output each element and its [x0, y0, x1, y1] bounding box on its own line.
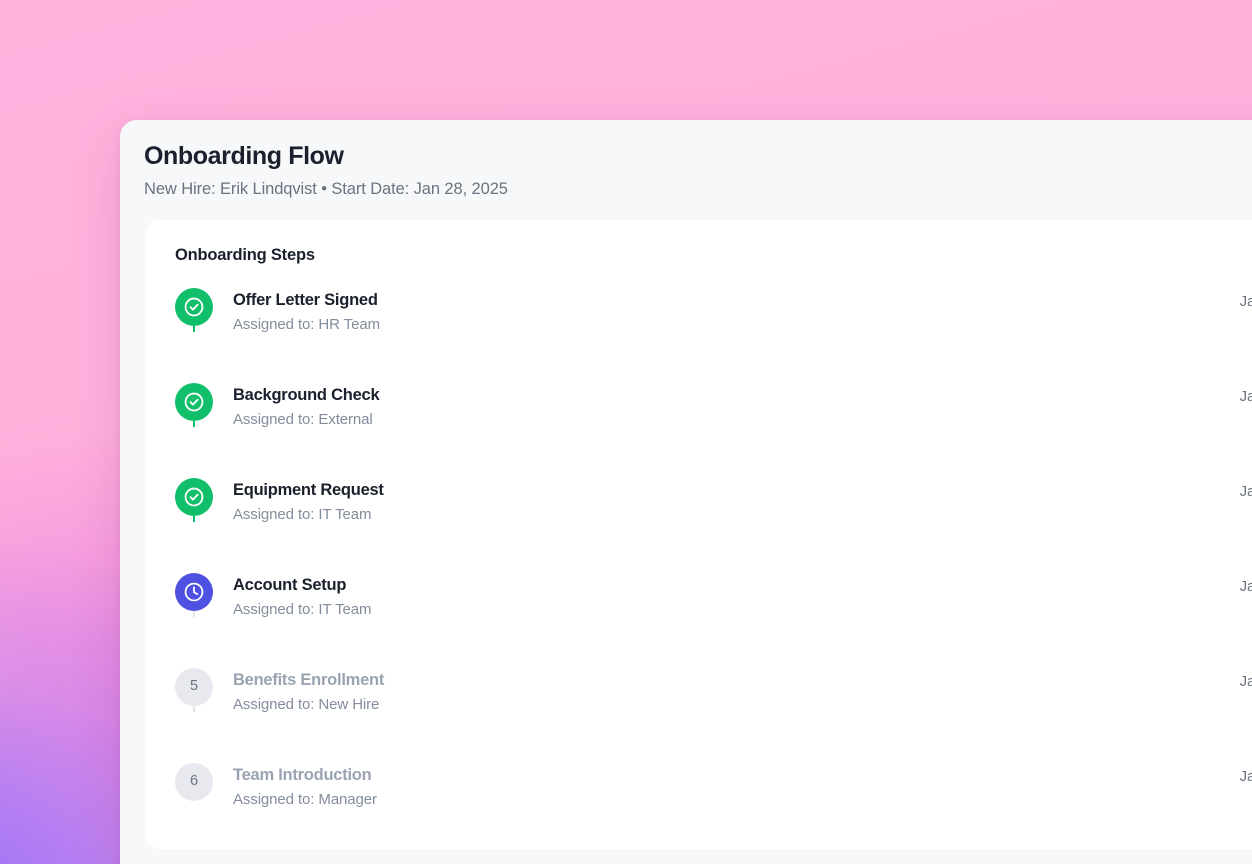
step-row[interactable]: 5 Benefits Enrollment Assigned to: New Hir… [175, 667, 1252, 763]
page-title: Onboarding Flow [144, 142, 344, 170]
step-title: Account Setup [233, 575, 347, 594]
step-assignee: Assigned to: External [233, 411, 373, 429]
step-assignee: Assigned to: Manager [233, 791, 377, 809]
onboarding-card: Onboarding Flow New Hire: Erik Lindqvist… [120, 120, 1252, 864]
step-connector-line [193, 705, 195, 712]
step-marker-column: 5 [175, 667, 213, 712]
step-body: Account Setup Assigned to: IT Team [213, 573, 1240, 620]
step-assignee: Assigned to: IT Team [233, 506, 372, 524]
step-number: 5 [189, 678, 199, 695]
step-title: Background Check [233, 385, 380, 404]
step-body: Team Introduction Assigned to: Manager [213, 763, 1240, 810]
step-marker-column [175, 382, 213, 427]
step-body: Background Check Assigned to: External [213, 383, 1240, 430]
step-title: Equipment Request [233, 480, 384, 499]
step-status-complete[interactable] [175, 477, 213, 516]
step-status-complete[interactable] [175, 382, 213, 421]
step-body: Benefits Enrollment Assigned to: New Hire [213, 668, 1240, 715]
check-circle-icon [183, 486, 205, 508]
step-assignee: Assigned to: HR Team [233, 316, 380, 334]
step-date: Jan 20 [1239, 482, 1252, 500]
step-number: 6 [189, 773, 199, 790]
step-marker-column [175, 287, 213, 332]
step-date: Jan 28 [1239, 767, 1252, 785]
step-date: Jan 18 [1239, 387, 1252, 405]
steps-list: Offer Letter Signed Assigned to: HR Team J… [175, 287, 1252, 823]
onboarding-steps-panel: Onboarding Steps Offer Letter Signed Assi… [145, 219, 1252, 849]
clock-icon [183, 581, 205, 603]
step-status-pending[interactable]: 5 [175, 667, 213, 706]
card-header: Onboarding Flow New Hire: Erik Lindqvist… [120, 120, 1252, 220]
step-row[interactable]: Equipment Request Assigned to: IT Team Jan… [175, 477, 1252, 573]
check-circle-icon [183, 391, 205, 413]
step-connector-line [193, 325, 195, 332]
step-status-pending[interactable]: 6 [175, 762, 213, 801]
step-connector-line [193, 420, 195, 427]
step-assignee: Assigned to: IT Team [233, 601, 372, 619]
step-row[interactable]: Background Check Assigned to: External Jan… [175, 382, 1252, 478]
step-body: Offer Letter Signed Assigned to: HR Team [213, 288, 1240, 335]
step-status-complete[interactable] [175, 287, 213, 326]
step-connector-line [193, 515, 195, 522]
step-marker-column: 6 [175, 762, 213, 801]
step-marker-column [175, 477, 213, 522]
step-body: Equipment Request Assigned to: IT Team [213, 478, 1240, 525]
step-date: Jan 15 [1239, 292, 1252, 310]
step-row[interactable]: Account Setup Assigned to: IT Team Jan 22 [175, 572, 1252, 668]
step-title: Benefits Enrollment [233, 670, 385, 689]
page-subtitle: New Hire: Erik Lindqvist • Start Date: J… [144, 179, 508, 198]
step-connector-line [193, 610, 195, 617]
step-status-in-progress[interactable] [175, 572, 213, 611]
step-row[interactable]: Offer Letter Signed Assigned to: HR Team J… [175, 287, 1252, 383]
step-marker-column [175, 572, 213, 617]
check-circle-icon [183, 296, 205, 318]
step-row[interactable]: 6 Team Introduction Assigned to: Manager Ja… [175, 762, 1252, 823]
step-title: Team Introduction [233, 765, 372, 784]
step-title: Offer Letter Signed [233, 290, 378, 309]
step-assignee: Assigned to: New Hire [233, 696, 380, 714]
steps-heading: Onboarding Steps [175, 245, 315, 264]
step-date: Jan 25 [1239, 672, 1252, 690]
step-date: Jan 22 [1239, 577, 1252, 595]
